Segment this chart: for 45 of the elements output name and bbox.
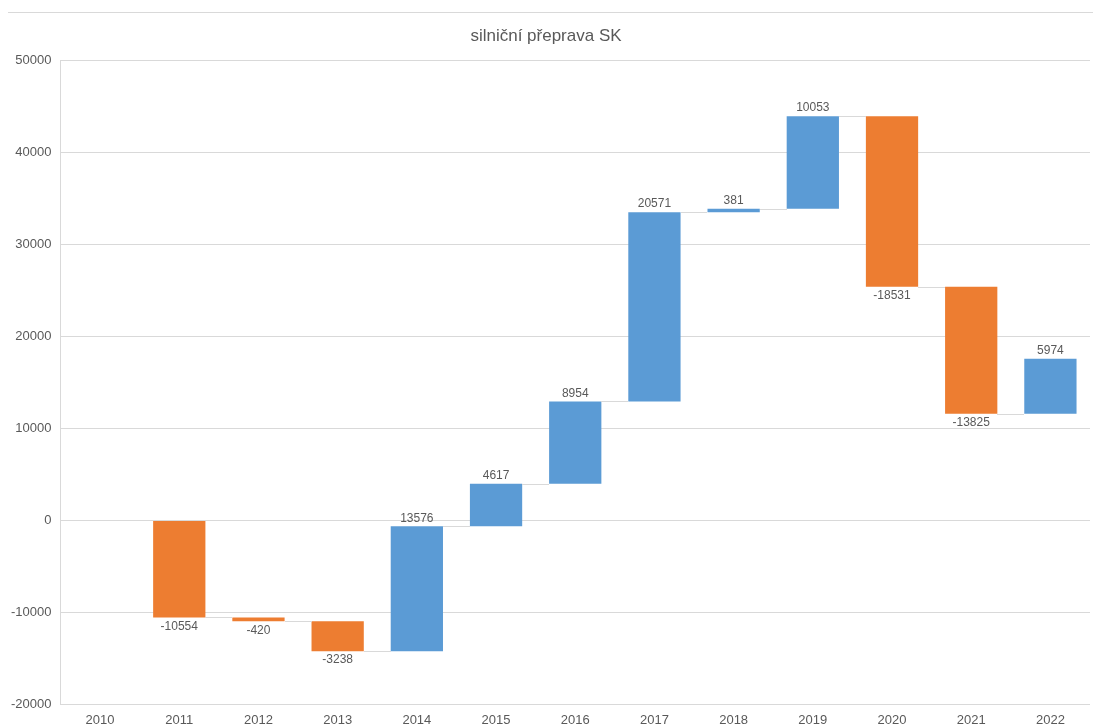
bar: [628, 212, 681, 402]
x-tick-label: 2018: [719, 711, 749, 727]
y-tick-label: 30000: [15, 235, 52, 251]
y-tick-label: 10000: [15, 419, 52, 435]
x-tick-label: 2016: [560, 711, 590, 727]
x-tick-label: 2017: [639, 711, 669, 727]
bar: [945, 286, 998, 414]
y-tick-label: 50000: [15, 51, 52, 67]
y-tick-label: 20000: [15, 327, 52, 343]
x-tick-label: 2019: [798, 711, 828, 727]
chart-title: silniční přeprava SK: [470, 25, 623, 45]
bar: [390, 526, 443, 652]
bar: [1024, 358, 1077, 414]
data-label: -13825: [952, 415, 991, 430]
bar: [865, 116, 919, 287]
x-tick-label: 2011: [165, 711, 194, 727]
data-label: -10554: [160, 618, 199, 633]
bar: [549, 401, 602, 484]
y-tick-label: 40000: [15, 143, 52, 159]
y-tick-label: -20000: [10, 695, 52, 711]
x-tick-label: 2013: [323, 711, 353, 727]
data-label: -420: [246, 622, 271, 637]
x-tick-label: 2022: [1035, 711, 1065, 727]
data-label: 4617: [482, 468, 510, 483]
y-tick-label: 0: [44, 511, 52, 527]
data-label: -18531: [873, 287, 912, 302]
bar: [786, 116, 839, 209]
x-tick-label: 2015: [481, 711, 511, 727]
x-tick-label: 2012: [244, 711, 273, 727]
data-label: 8954: [561, 385, 589, 400]
bar: [469, 483, 523, 527]
x-tick-label: 2020: [877, 711, 907, 727]
x-tick-label: 2014: [402, 711, 432, 727]
data-label: 20571: [637, 196, 672, 211]
bar: [311, 621, 364, 652]
bar: [232, 617, 285, 622]
x-tick-label: 2021: [956, 711, 986, 727]
data-label: 13576: [400, 510, 434, 525]
y-tick-label: -10000: [10, 603, 52, 619]
data-label: 10053: [796, 100, 830, 115]
data-label: 5974: [1037, 343, 1065, 358]
x-tick-label: 2010: [85, 711, 115, 727]
data-label: -3238: [322, 652, 354, 667]
bar: [153, 520, 206, 618]
data-label: 381: [723, 192, 744, 207]
